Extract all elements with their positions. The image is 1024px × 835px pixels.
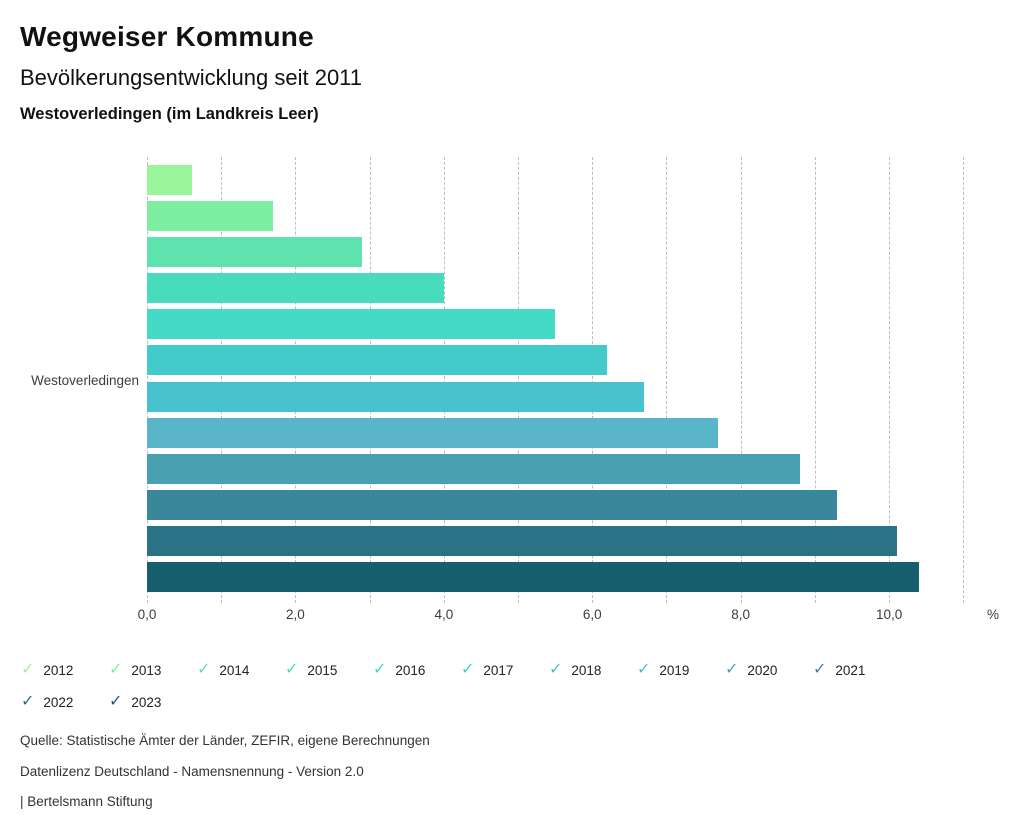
legend-item-label: 2023 bbox=[131, 694, 162, 710]
bar-2015[interactable] bbox=[147, 273, 444, 304]
check-icon: ✓ bbox=[21, 661, 35, 678]
bar-2023[interactable] bbox=[147, 561, 919, 592]
legend-item-label: 2013 bbox=[131, 662, 162, 678]
bar-2013[interactable] bbox=[147, 201, 274, 232]
legend-item-label: 2020 bbox=[747, 662, 778, 678]
footer-source: Quelle: Statistische Ämter der Länder, Z… bbox=[20, 733, 430, 748]
gridline bbox=[740, 157, 742, 603]
gridline bbox=[295, 157, 297, 603]
x-axis-unit: % bbox=[986, 607, 1000, 622]
bar-2019[interactable] bbox=[147, 417, 719, 448]
legend-item-2023[interactable]: ✓ 2023 bbox=[109, 686, 197, 718]
x-tick-label: 4,0 bbox=[434, 607, 454, 622]
bar-2014[interactable] bbox=[147, 237, 363, 268]
legend-item-label: 2019 bbox=[659, 662, 690, 678]
legend-item-2021[interactable]: ✓ 2021 bbox=[813, 654, 901, 686]
legend-item-2022[interactable]: ✓ 2022 bbox=[21, 686, 109, 718]
y-axis-label: Westoverledingen bbox=[31, 373, 139, 388]
check-icon: ✓ bbox=[285, 661, 299, 678]
bar-2018[interactable] bbox=[147, 381, 645, 412]
bar-2012[interactable] bbox=[147, 165, 192, 196]
legend-item-label: 2014 bbox=[219, 662, 250, 678]
check-icon: ✓ bbox=[21, 693, 35, 710]
bar-2020[interactable] bbox=[147, 453, 801, 484]
x-axis: 0,0 2,0 4,0 6,0 8,0 10,0% bbox=[138, 607, 999, 627]
gridline bbox=[889, 157, 891, 603]
legend-item-label: 2018 bbox=[571, 662, 602, 678]
app-title: Wegweiser Kommune bbox=[20, 21, 314, 52]
check-icon: ✓ bbox=[813, 661, 827, 678]
gridline bbox=[443, 157, 445, 603]
check-icon: ✓ bbox=[637, 661, 651, 678]
legend-item-2013[interactable]: ✓ 2013 bbox=[109, 654, 197, 686]
legend-item-label: 2015 bbox=[307, 662, 338, 678]
legend-item-2019[interactable]: ✓ 2019 bbox=[637, 654, 725, 686]
legend-item-label: 2016 bbox=[395, 662, 426, 678]
gridline bbox=[963, 157, 965, 603]
bar-2021[interactable] bbox=[147, 489, 838, 520]
legend-item-2020[interactable]: ✓ 2020 bbox=[725, 654, 813, 686]
legend-item-label: 2021 bbox=[835, 662, 866, 678]
check-icon: ✓ bbox=[109, 693, 123, 710]
bar-2022[interactable] bbox=[147, 525, 897, 556]
gridline bbox=[221, 157, 223, 603]
legend-item-2018[interactable]: ✓ 2018 bbox=[549, 654, 637, 686]
x-tick-label: 6,0 bbox=[582, 607, 602, 622]
chart-title: Bevölkerungsentwicklung seit 2011 bbox=[20, 65, 363, 90]
x-tick-label: 10,0 bbox=[875, 607, 903, 622]
gridline bbox=[814, 157, 816, 603]
legend-item-label: 2012 bbox=[43, 662, 74, 678]
legend-item-2015[interactable]: ✓ 2015 bbox=[285, 654, 373, 686]
legend-item-2014[interactable]: ✓ 2014 bbox=[197, 654, 285, 686]
legend-item-2017[interactable]: ✓ 2017 bbox=[461, 654, 549, 686]
footer-license: Datenlizenz Deutschland - Namensnennung … bbox=[20, 764, 364, 779]
check-icon: ✓ bbox=[109, 661, 123, 678]
bar-2017[interactable] bbox=[147, 345, 608, 376]
x-tick-label: 0,0 bbox=[137, 607, 157, 622]
legend: ✓ 2012 ✓ 2013 ✓ 2014 ✓ 2015 ✓ 2016 ✓ 2017 ✓ 2018 ✓ 2019… bbox=[21, 654, 981, 718]
legend-item-2016[interactable]: ✓ 2016 bbox=[373, 654, 461, 686]
x-tick-label: 8,0 bbox=[731, 607, 751, 622]
bar-2016[interactable] bbox=[147, 309, 556, 340]
legend-item-2012[interactable]: ✓ 2012 bbox=[21, 654, 109, 686]
gridline bbox=[592, 157, 594, 603]
gridline bbox=[369, 157, 371, 603]
gridline bbox=[147, 157, 148, 603]
check-icon: ✓ bbox=[461, 661, 475, 678]
check-icon: ✓ bbox=[549, 661, 563, 678]
gridline bbox=[518, 157, 520, 603]
check-icon: ✓ bbox=[197, 661, 211, 678]
gridline bbox=[666, 157, 668, 603]
footer-brand: | Bertelsmann Stiftung bbox=[20, 794, 153, 809]
check-icon: ✓ bbox=[725, 661, 739, 678]
chart-location: Westoverledingen (im Landkreis Leer) bbox=[20, 105, 319, 123]
legend-item-label: 2017 bbox=[483, 662, 514, 678]
check-icon: ✓ bbox=[373, 661, 387, 678]
legend-item-label: 2022 bbox=[43, 694, 74, 710]
plot-area bbox=[147, 157, 993, 603]
x-tick-label: 2,0 bbox=[286, 607, 305, 622]
